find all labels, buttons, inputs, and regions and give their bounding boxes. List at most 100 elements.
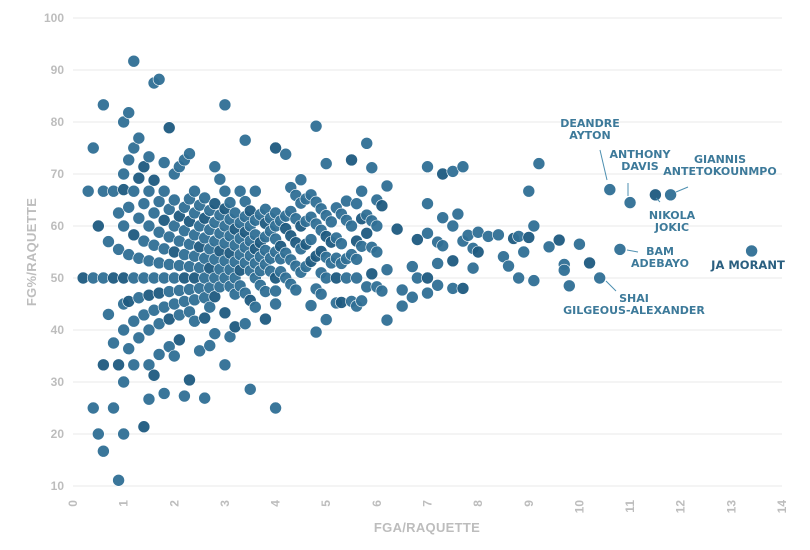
data-point (238, 317, 252, 331)
x-tick-label: 5 (319, 500, 333, 507)
data-point (132, 211, 146, 225)
annotation-label: ANTETOKOUNMPO (663, 165, 776, 178)
data-point (304, 299, 318, 312)
data-point (527, 274, 541, 287)
data-point (127, 314, 141, 328)
data-point (249, 300, 262, 314)
data-point (350, 252, 363, 266)
data-point (456, 282, 470, 295)
data-point (552, 233, 566, 247)
y-tick-label: 60 (51, 219, 65, 233)
data-points (76, 54, 758, 487)
data-point (269, 141, 282, 155)
data-point (365, 161, 379, 175)
data-point (269, 297, 282, 311)
x-tick-label: 11 (623, 500, 637, 513)
data-point (127, 141, 141, 155)
data-point (208, 327, 222, 340)
data-point (319, 313, 333, 326)
data-point (183, 147, 196, 161)
data-point (142, 150, 156, 164)
data-point (411, 233, 424, 246)
data-point (208, 160, 222, 174)
data-point (345, 153, 358, 167)
annotation-leader-line (655, 197, 661, 203)
data-point (112, 473, 125, 487)
data-point (613, 243, 627, 256)
x-axis-ticks: 0 1 2 3 4 5 6 7 8 9 10 11 12 13 14 (66, 500, 789, 514)
x-tick-label: 10 (572, 500, 586, 514)
data-point (406, 290, 419, 304)
data-point (269, 284, 282, 298)
data-point (92, 219, 105, 233)
data-point (152, 195, 166, 208)
data-point (117, 219, 130, 233)
data-point (380, 313, 394, 327)
x-tick-label: 8 (471, 500, 485, 507)
data-point (309, 119, 323, 133)
data-point (573, 237, 586, 251)
data-point (127, 228, 141, 242)
data-point (502, 259, 515, 273)
data-point (142, 358, 156, 372)
data-point (527, 219, 541, 233)
data-point (218, 306, 232, 320)
data-point (269, 401, 282, 415)
y-axis-ticks: 10 20 30 40 50 60 70 80 90 100 (44, 11, 64, 493)
data-point (390, 222, 404, 236)
data-point (193, 344, 206, 358)
data-point (122, 200, 136, 214)
data-point (446, 254, 460, 268)
x-axis-title: FGA/RAQUETTE (374, 520, 480, 535)
data-point (97, 358, 110, 372)
data-point (218, 98, 232, 112)
data-point (122, 106, 136, 119)
data-point (81, 184, 95, 198)
data-point (243, 382, 257, 396)
annotation-label: AYTON (569, 129, 611, 142)
data-point (522, 184, 536, 198)
data-point (436, 211, 449, 224)
data-point (157, 184, 171, 198)
data-point (112, 243, 125, 256)
annotation-label: JOKIC (654, 221, 689, 234)
data-point (97, 98, 110, 112)
x-tick-label: 2 (167, 500, 181, 507)
data-point (122, 153, 136, 167)
x-tick-label: 14 (775, 500, 789, 514)
data-point (421, 286, 434, 300)
data-point (97, 444, 110, 458)
data-point (152, 348, 166, 361)
data-point (157, 156, 171, 169)
x-tick-label: 7 (421, 500, 435, 507)
data-point (218, 184, 232, 198)
data-point (208, 290, 222, 304)
data-point (421, 197, 434, 210)
data-point (233, 184, 247, 198)
x-tick-label: 1 (117, 500, 131, 507)
data-point (238, 133, 252, 147)
data-point (289, 283, 303, 297)
data-point (350, 271, 363, 285)
data-point (259, 312, 272, 326)
data-point (603, 183, 617, 196)
data-point (102, 308, 115, 321)
x-tick-label: 3 (218, 500, 232, 507)
data-point (345, 219, 358, 233)
data-point (92, 427, 105, 441)
data-point (86, 141, 100, 155)
data-point (147, 206, 161, 220)
y-tick-label: 20 (51, 427, 65, 441)
y-tick-label: 70 (51, 167, 65, 181)
data-point (421, 226, 434, 240)
data-point (157, 213, 171, 227)
data-point (102, 235, 115, 248)
data-point (183, 373, 196, 387)
data-point (304, 233, 318, 246)
data-point (406, 260, 419, 273)
data-point (664, 188, 677, 202)
data-point (162, 121, 176, 135)
data-point (623, 196, 637, 209)
data-point (562, 279, 576, 293)
